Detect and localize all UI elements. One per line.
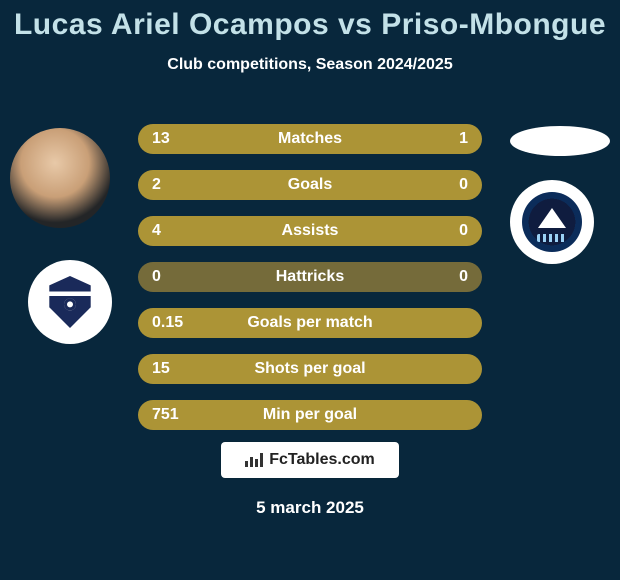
stat-left-value: 0.15 <box>152 314 188 332</box>
stat-left-value: 2 <box>152 176 188 194</box>
shield-icon <box>47 276 93 328</box>
barchart-icon <box>245 453 263 467</box>
stats-rows: 13Matches12Goals04Assists00Hattricks00.1… <box>138 124 482 446</box>
stat-label: Matches <box>188 130 432 148</box>
stat-left-value: 751 <box>152 406 188 424</box>
stat-row: 0Hattricks0 <box>138 262 482 292</box>
player-right-avatar <box>510 126 610 156</box>
stat-right-value: 0 <box>432 268 468 286</box>
branding-badge[interactable]: FcTables.com <box>221 442 399 478</box>
comparison-card: Lucas Ariel Ocampos vs Priso-Mbongue Clu… <box>0 0 620 580</box>
stat-left-value: 13 <box>152 130 188 148</box>
subtitle: Club competitions, Season 2024/2025 <box>0 56 620 74</box>
branding-text: FcTables.com <box>269 451 375 469</box>
page-title: Lucas Ariel Ocampos vs Priso-Mbongue <box>0 8 620 42</box>
stat-left-value: 4 <box>152 222 188 240</box>
stat-left-value: 15 <box>152 360 188 378</box>
stat-row: 4Assists0 <box>138 216 482 246</box>
stat-row: 13Matches1 <box>138 124 482 154</box>
stat-row: 2Goals0 <box>138 170 482 200</box>
stat-right-value: 0 <box>432 222 468 240</box>
stat-label: Min per goal <box>188 406 432 424</box>
stat-label: Assists <box>188 222 432 240</box>
stat-row: 751Min per goal <box>138 400 482 430</box>
date-text: 5 march 2025 <box>0 498 620 518</box>
club-badge-icon <box>522 192 582 252</box>
stat-right-value: 0 <box>432 176 468 194</box>
stat-label: Goals per match <box>188 314 432 332</box>
player-left-avatar <box>10 128 110 228</box>
club-left-crest <box>28 260 112 344</box>
stat-label: Shots per goal <box>188 360 432 378</box>
stat-right-value: 1 <box>432 130 468 148</box>
stat-left-value: 0 <box>152 268 188 286</box>
stat-row: 0.15Goals per match <box>138 308 482 338</box>
stat-row: 15Shots per goal <box>138 354 482 384</box>
stat-label: Hattricks <box>188 268 432 286</box>
club-right-crest <box>510 180 594 264</box>
stat-label: Goals <box>188 176 432 194</box>
